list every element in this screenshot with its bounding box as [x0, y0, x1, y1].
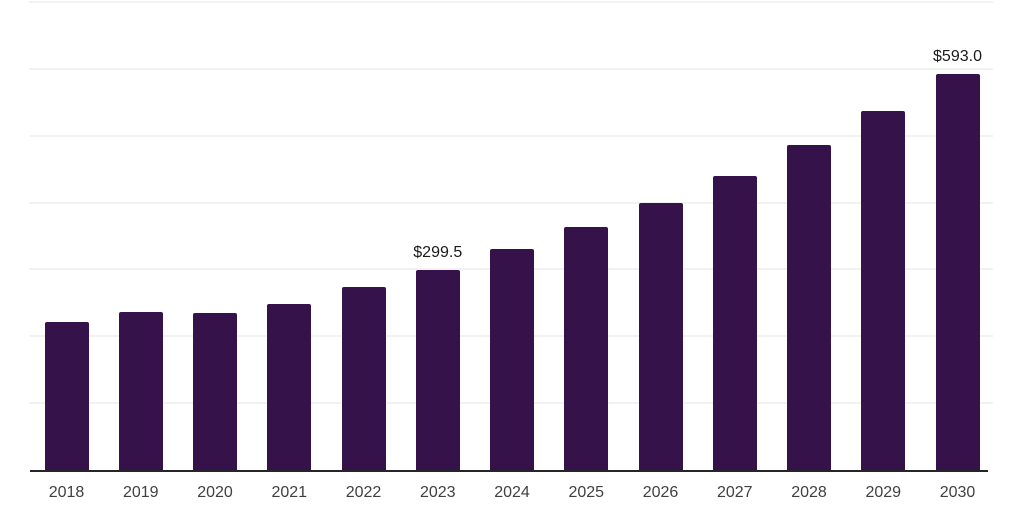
- bar-2018: [44, 322, 89, 470]
- bar-2026: [638, 202, 683, 470]
- bar-2023: [415, 269, 460, 470]
- gridline-500: [29, 134, 993, 137]
- bar-2024: [490, 249, 534, 470]
- plot-area: [29, 1, 993, 470]
- bar-2028: [787, 145, 831, 470]
- bar-2020: [193, 312, 237, 470]
- x-tick-2021: 2021: [271, 484, 308, 501]
- bar-2021: [267, 303, 312, 470]
- bar-2022: [341, 287, 386, 470]
- data-label-2030: $593.0: [933, 47, 982, 65]
- gridline-700: [29, 1, 993, 3]
- bar-2019: [118, 312, 163, 470]
- x-tick-2028: 2028: [791, 484, 827, 501]
- bar-2027: [712, 175, 757, 470]
- x-tick-2022: 2022: [345, 484, 382, 501]
- x-tick-2023: 2023: [419, 484, 456, 501]
- x-tick-2027: 2027: [716, 484, 753, 501]
- gridline-400: [29, 201, 993, 204]
- x-tick-2025: 2025: [568, 484, 605, 501]
- x-tick-2019: 2019: [122, 484, 159, 501]
- bar-2029: [861, 110, 906, 470]
- x-tick-2020: 2020: [197, 484, 233, 501]
- x-tick-2030: 2030: [939, 484, 976, 501]
- gridline-600: [29, 67, 993, 70]
- x-tick-2024: 2024: [494, 484, 530, 501]
- x-tick-2026: 2026: [642, 484, 679, 501]
- x-tick-2029: 2029: [865, 484, 902, 501]
- bar-2030: [935, 73, 980, 470]
- data-label-2023: $299.5: [413, 243, 463, 261]
- bar-2025: [564, 227, 609, 470]
- x-axis-line: [30, 470, 988, 472]
- x-tick-2018: 2018: [48, 484, 85, 501]
